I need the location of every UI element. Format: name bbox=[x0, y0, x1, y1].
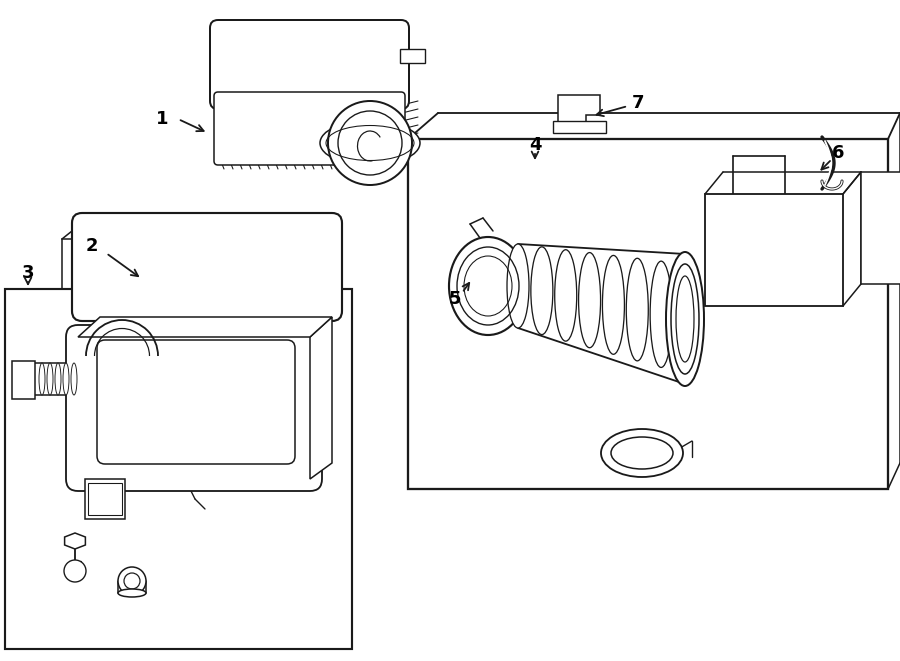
Ellipse shape bbox=[676, 276, 694, 362]
FancyBboxPatch shape bbox=[214, 92, 405, 165]
Ellipse shape bbox=[118, 589, 146, 597]
Text: 2: 2 bbox=[86, 237, 98, 255]
Ellipse shape bbox=[554, 250, 577, 341]
FancyBboxPatch shape bbox=[97, 340, 295, 464]
Polygon shape bbox=[65, 533, 86, 549]
Ellipse shape bbox=[666, 252, 704, 386]
Text: 3: 3 bbox=[22, 264, 34, 282]
Polygon shape bbox=[553, 121, 606, 133]
Polygon shape bbox=[185, 16, 442, 189]
Ellipse shape bbox=[71, 363, 77, 395]
Ellipse shape bbox=[531, 247, 553, 334]
Ellipse shape bbox=[602, 255, 625, 354]
Text: 6: 6 bbox=[832, 144, 844, 162]
Ellipse shape bbox=[601, 429, 683, 477]
Text: 5: 5 bbox=[449, 290, 461, 308]
Circle shape bbox=[124, 573, 140, 589]
FancyBboxPatch shape bbox=[72, 213, 342, 321]
Ellipse shape bbox=[650, 261, 672, 368]
Ellipse shape bbox=[47, 363, 53, 395]
Polygon shape bbox=[5, 289, 352, 649]
Ellipse shape bbox=[579, 253, 600, 348]
Ellipse shape bbox=[55, 363, 61, 395]
Ellipse shape bbox=[507, 244, 529, 328]
Circle shape bbox=[328, 101, 412, 185]
Polygon shape bbox=[85, 479, 125, 519]
Polygon shape bbox=[400, 49, 425, 63]
Text: 4: 4 bbox=[529, 136, 541, 154]
Ellipse shape bbox=[449, 237, 527, 335]
FancyBboxPatch shape bbox=[66, 325, 322, 491]
Ellipse shape bbox=[63, 363, 69, 395]
FancyBboxPatch shape bbox=[210, 20, 409, 109]
Polygon shape bbox=[705, 194, 843, 306]
Polygon shape bbox=[408, 139, 888, 489]
Polygon shape bbox=[78, 317, 332, 337]
Circle shape bbox=[118, 567, 146, 595]
Ellipse shape bbox=[320, 120, 420, 165]
Polygon shape bbox=[558, 95, 600, 123]
Ellipse shape bbox=[39, 363, 45, 395]
Text: 7: 7 bbox=[632, 94, 644, 112]
Text: 1: 1 bbox=[156, 110, 168, 128]
Polygon shape bbox=[12, 361, 35, 399]
Ellipse shape bbox=[671, 264, 699, 374]
Ellipse shape bbox=[674, 264, 696, 374]
Circle shape bbox=[64, 560, 86, 582]
Polygon shape bbox=[310, 317, 332, 479]
Ellipse shape bbox=[626, 258, 648, 361]
Ellipse shape bbox=[611, 437, 673, 469]
Polygon shape bbox=[861, 172, 900, 284]
Polygon shape bbox=[72, 209, 342, 319]
Polygon shape bbox=[88, 483, 122, 515]
